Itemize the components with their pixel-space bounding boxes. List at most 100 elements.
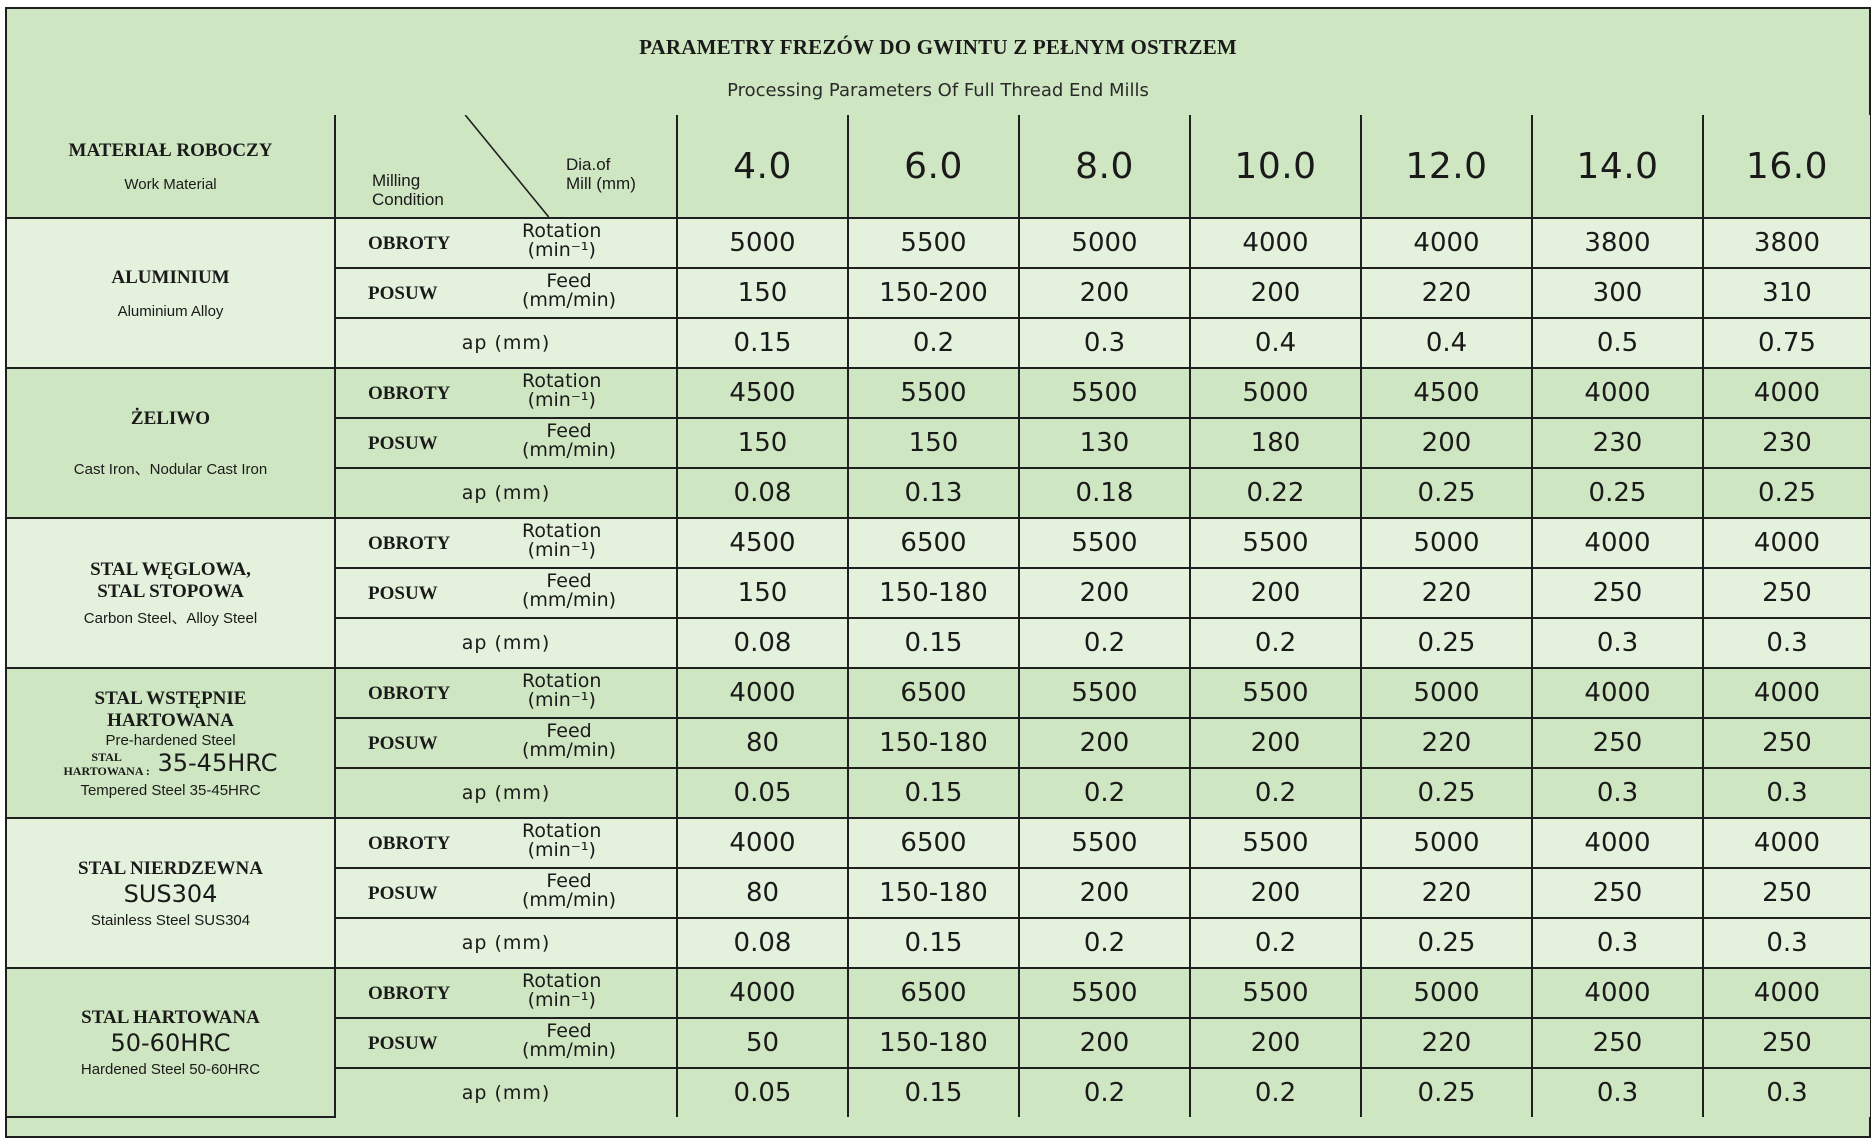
rotation-label-pl: OBROTY bbox=[368, 833, 451, 854]
material-hardness: STAL HARTOWANA : 35-45HRC bbox=[63, 748, 278, 778]
ap-value: 0.3 bbox=[1531, 617, 1704, 669]
rotation-value: 4000 bbox=[1189, 217, 1362, 269]
material-header-en: Work Material bbox=[124, 175, 217, 193]
table-row: ap (mm) 0.15 0.2 0.3 0.4 0.4 0.5 0.75 bbox=[7, 317, 1870, 369]
ap-value: 0.2 bbox=[1018, 767, 1191, 819]
rotation-label-en: Rotation (min⁻¹) bbox=[522, 220, 602, 261]
table-row: STAL WSTĘPNIE HARTOWANA Pre-hardened Steel… bbox=[7, 667, 1870, 819]
table-row: ap (mm) 0.08 0.15 0.2 0.2 0.25 0.3 0.3 bbox=[7, 617, 1870, 669]
material-name-en: Hardened Steel 50-60HRC bbox=[80, 1061, 261, 1078]
rotation-value: 5000 bbox=[1360, 517, 1533, 569]
feed-value: 150 bbox=[676, 567, 849, 619]
rotation-value: 5500 bbox=[1018, 367, 1191, 419]
rotation-value: 4500 bbox=[1360, 367, 1533, 419]
rotation-value: 5000 bbox=[1360, 817, 1533, 869]
material-name-en: Aluminium Alloy bbox=[117, 302, 224, 320]
table-row: STAL WĘGLOWA, STAL STOPOWA Carbon Steel、Al… bbox=[7, 517, 1870, 669]
ap-value: 0.25 bbox=[1360, 467, 1533, 519]
rotation-value: 4500 bbox=[676, 517, 849, 569]
rotation-label-en: Rotation (min⁻¹) bbox=[522, 370, 602, 411]
feed-value: 310 bbox=[1702, 267, 1870, 319]
diameter-header: 12.0 bbox=[1360, 115, 1533, 219]
ap-value: 0.22 bbox=[1189, 467, 1362, 519]
page-subtitle: Processing Parameters Of Full Thread End… bbox=[727, 80, 1149, 101]
rotation-value: 5500 bbox=[1018, 667, 1191, 719]
rotation-label-pl: OBROTY bbox=[368, 233, 451, 254]
material-hardness: SUS304 bbox=[123, 879, 218, 908]
ap-value: 0.75 bbox=[1702, 317, 1870, 369]
ap-value: 0.15 bbox=[676, 317, 849, 369]
rotation-value: 6500 bbox=[847, 667, 1020, 719]
rotation-value: 5500 bbox=[847, 217, 1020, 269]
feed-value: 200 bbox=[1018, 567, 1191, 619]
rotation-value: 6500 bbox=[847, 817, 1020, 869]
rotation-value: 5500 bbox=[1018, 517, 1191, 569]
feed-label-en: Feed (mm/min) bbox=[522, 870, 617, 911]
table-row: POSUW Feed (mm/min) 50 150-180 200 200 220 250 25… bbox=[7, 1017, 1870, 1069]
condition-header: Milling Condition Dia.of Mill (mm) bbox=[334, 115, 678, 219]
feed-value: 250 bbox=[1702, 717, 1870, 769]
table-row: ap (mm) 0.05 0.15 0.2 0.2 0.25 0.3 0.3 bbox=[7, 767, 1870, 819]
ap-value: 0.15 bbox=[847, 1067, 1020, 1117]
feed-value: 250 bbox=[1702, 867, 1870, 919]
feed-value: 200 bbox=[1018, 717, 1191, 769]
table-row: STAL NIERDZEWNA SUS304 Stainless Steel SUS… bbox=[7, 817, 1870, 969]
table-row: POSUW Feed (mm/min) 150 150-200 200 200 220 300 3… bbox=[7, 267, 1870, 319]
rotation-value: 4000 bbox=[676, 667, 849, 719]
table-row: POSUW Feed (mm/min) 80 150-180 200 200 220 250 25… bbox=[7, 717, 1870, 769]
feed-label-en: Feed (mm/min) bbox=[522, 420, 617, 461]
rotation-value: 5500 bbox=[1189, 967, 1362, 1019]
ap-value: 0.05 bbox=[676, 767, 849, 819]
feed-value: 180 bbox=[1189, 417, 1362, 469]
material-name-pl-2: STAL STOPOWA bbox=[97, 580, 244, 602]
rotation-value: 5000 bbox=[1018, 217, 1191, 269]
feed-value: 150-180 bbox=[847, 567, 1020, 619]
ap-value: 0.3 bbox=[1702, 617, 1870, 669]
table-row: ŻELIWO Cast Iron、Nodular Cast Iron OBROTY R… bbox=[7, 367, 1870, 519]
ap-value: 0.2 bbox=[1189, 917, 1362, 969]
rotation-label: OBROTY Rotation (min⁻¹) bbox=[334, 667, 678, 719]
feed-value: 80 bbox=[676, 867, 849, 919]
rotation-label-en: Rotation (min⁻¹) bbox=[522, 820, 602, 861]
rotation-label: OBROTY Rotation (min⁻¹) bbox=[334, 967, 678, 1019]
material-name-pl: STAL HARTOWANA bbox=[81, 1007, 260, 1028]
ap-label: ap (mm) bbox=[335, 767, 678, 819]
ap-value: 0.2 bbox=[1018, 617, 1191, 669]
feed-label-pl: POSUW bbox=[368, 883, 438, 904]
rotation-value: 5500 bbox=[1189, 517, 1362, 569]
rotation-value: 4000 bbox=[1702, 817, 1870, 869]
feed-label-en: Feed (mm/min) bbox=[522, 720, 617, 761]
feed-value: 230 bbox=[1531, 417, 1704, 469]
rotation-value: 3800 bbox=[1702, 217, 1870, 269]
rotation-label-pl: OBROTY bbox=[368, 983, 451, 1004]
rotation-value: 4000 bbox=[1531, 667, 1704, 719]
table-row: POSUW Feed (mm/min) 150 150-180 200 200 220 250 2… bbox=[7, 567, 1870, 619]
table-row: ap (mm) 0.05 0.15 0.2 0.2 0.25 0.3 0.3 bbox=[7, 1067, 1870, 1117]
ap-value: 0.25 bbox=[1360, 917, 1533, 969]
feed-label: POSUW Feed (mm/min) bbox=[335, 1017, 678, 1069]
page-title: PARAMETRY FREZÓW DO GWINTU Z PEŁNYM OSTR… bbox=[639, 35, 1237, 59]
feed-label-en: Feed (mm/min) bbox=[522, 270, 617, 311]
material-cell: STAL NIERDZEWNA SUS304 Stainless Steel SUS… bbox=[7, 817, 336, 969]
rotation-value: 6500 bbox=[847, 967, 1020, 1019]
rotation-value: 5500 bbox=[1189, 667, 1362, 719]
header-row: MATERIAŁ ROBOCZY Work Material Milling Co… bbox=[7, 115, 1870, 219]
ap-value: 0.4 bbox=[1189, 317, 1362, 369]
feed-value: 130 bbox=[1018, 417, 1191, 469]
feed-value: 250 bbox=[1531, 567, 1704, 619]
table-row: ap (mm) 0.08 0.13 0.18 0.22 0.25 0.25 0.25 bbox=[7, 467, 1870, 519]
feed-value: 220 bbox=[1360, 567, 1533, 619]
feed-value: 220 bbox=[1360, 1017, 1533, 1069]
material-name-pl: STAL NIERDZEWNA bbox=[78, 857, 263, 879]
material-cell: ALUMINIUM Aluminium Alloy bbox=[7, 217, 336, 369]
ap-value: 0.13 bbox=[847, 467, 1020, 519]
rotation-value: 4000 bbox=[1702, 967, 1870, 1019]
feed-label-en: Feed (mm/min) bbox=[522, 1020, 617, 1061]
rotation-label: OBROTY Rotation (min⁻¹) bbox=[334, 817, 678, 869]
feed-value: 200 bbox=[1189, 267, 1362, 319]
rotation-value: 5000 bbox=[676, 217, 849, 269]
feed-value: 200 bbox=[1018, 1017, 1191, 1069]
rotation-label: OBROTY Rotation (min⁻¹) bbox=[334, 517, 678, 569]
feed-value: 230 bbox=[1702, 417, 1870, 469]
rotation-value: 4000 bbox=[1531, 517, 1704, 569]
